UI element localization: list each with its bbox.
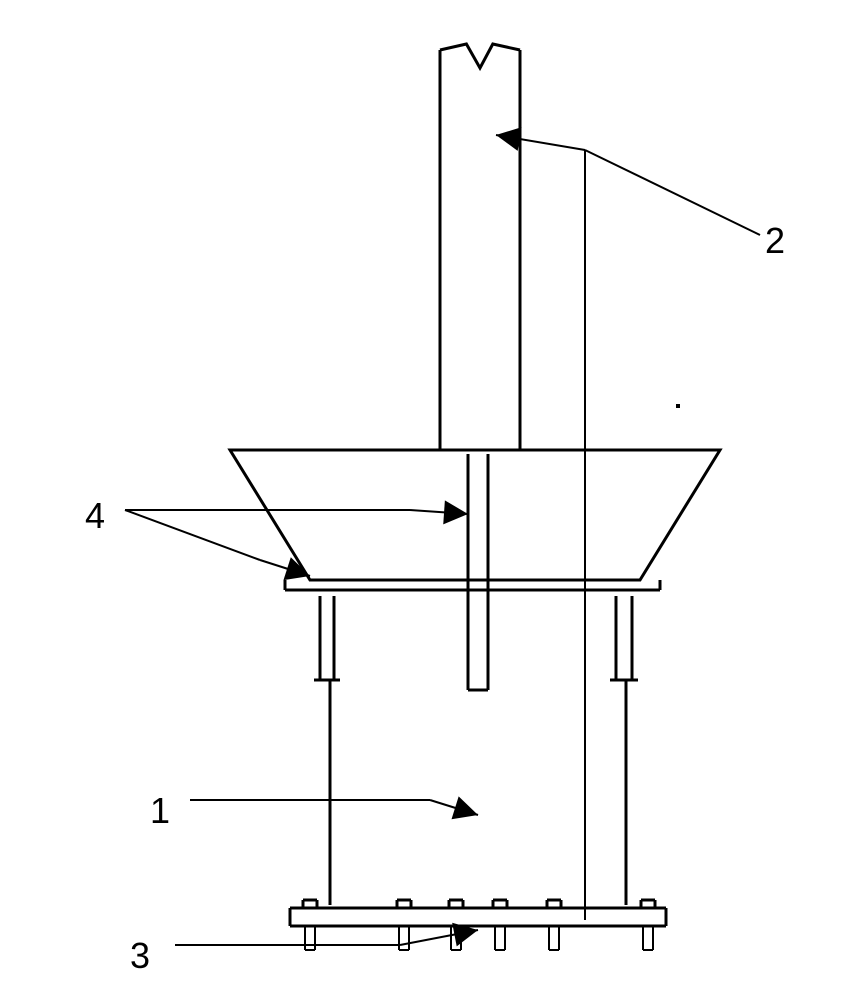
diagram-svg	[0, 0, 855, 1000]
callout-label-3: 3	[130, 935, 150, 977]
callout-label-4: 4	[85, 495, 105, 537]
callout-label-1: 1	[150, 790, 170, 832]
callout-label-2: 2	[765, 220, 785, 262]
diagram-canvas: 1 2 3 4	[0, 0, 855, 1000]
